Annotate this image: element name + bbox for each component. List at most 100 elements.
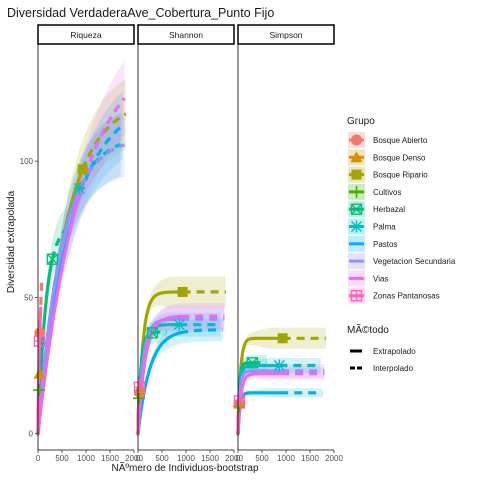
legend-title-grupo: Grupo — [347, 116, 375, 127]
line-interp-riqueza-vegetacion-secundaria — [36, 184, 83, 436]
y-tick-label-100: 100 — [20, 157, 34, 166]
point-shannon-zonas-pantanosas — [133, 381, 146, 394]
point-riqueza-bosque-denso — [33, 367, 46, 379]
x-tick-label-shannon-1500: 1500 — [201, 454, 219, 463]
legend-item-bosque-abierto: Bosque Abierto — [348, 132, 428, 148]
x-tick-label-riqueza-1500: 1500 — [101, 454, 119, 463]
line-extrap-riqueza-vegetacion-secundaria — [79, 143, 125, 187]
legend-item-herbazal: Herbazal — [348, 201, 405, 218]
legend-item-zonas-pantanosas: Zonas Pantanosas — [348, 287, 440, 304]
x-tick-label-simpson-1000: 1000 — [277, 454, 295, 463]
legend-label-bosque-abierto: Bosque Abierto — [373, 136, 428, 145]
legend-item-vias: Vias — [348, 270, 388, 287]
x-tick-label-simpson-500: 500 — [255, 454, 269, 463]
ribbon-riqueza-bosque-ripario — [38, 78, 126, 435]
strip-riqueza — [37, 24, 135, 45]
point-riqueza-zonas-pantanosas — [33, 335, 46, 347]
legend-item-extrapolado: Extrapolado — [350, 347, 416, 356]
ribbon-riqueza-vias — [38, 61, 125, 435]
ribbon-riqueza-pastos — [38, 91, 123, 435]
point-riqueza-cultivos — [32, 384, 45, 397]
point-simpson-palma — [273, 359, 286, 372]
line-extrap-shannon-herbazal — [152, 330, 167, 335]
strip-shannon — [137, 24, 235, 45]
legend-key-shape-zonas-pantanosas — [350, 290, 363, 302]
legend-item-bosque-ripario: Bosque Ripario — [348, 166, 428, 183]
line-interp-simpson-vias — [236, 372, 283, 436]
y-tick-label-0: 0 — [29, 430, 34, 439]
line-interp-simpson-bosque-ripario — [236, 336, 285, 436]
y-axis: 0 50 100 — [20, 157, 38, 439]
legend-key-shape-bosque-denso — [350, 151, 363, 163]
ribbon-simpson-vias — [238, 367, 325, 435]
legend-item-bosque-denso: Bosque Denso — [348, 149, 426, 166]
panel-simpson: Simpson 0 500 1000 1500 2000 — [232, 24, 343, 463]
strip-label-riqueza: Riqueza — [70, 30, 101, 40]
x-tick-label-shannon-2000: 2000 — [225, 454, 243, 463]
x-tick-label-riqueza-1000: 1000 — [77, 454, 95, 463]
line-interp-simpson-vegetacion-secundaria — [236, 369, 283, 436]
point-riqueza-bosque-ripario — [77, 164, 88, 175]
point-simpson-zonas-pantanosas — [233, 395, 246, 407]
x-tick-label-simpson-1500: 1500 — [301, 454, 319, 463]
legend-key-shape-bosque-abierto — [351, 134, 362, 146]
legend-label-herbazal: Herbazal — [373, 205, 405, 214]
legend-metodo: Extrapolado Interpolado — [350, 347, 416, 373]
y-tick-label-50: 50 — [24, 293, 33, 302]
line-extrap-riqueza-zonas-pantanosas — [37, 306, 43, 342]
legend-item-palma: Palma — [348, 218, 396, 235]
line-extrap-riqueza-pastos — [78, 124, 124, 195]
point-simpson-bosque-ripario — [277, 333, 288, 344]
legend-groups: Bosque Abierto Bosque Denso Bosque Ripario… — [348, 132, 456, 304]
ribbon-riqueza-bosque-abierto — [38, 264, 42, 435]
line-interp-simpson-palma — [236, 363, 281, 436]
x-tick-label-riqueza-500: 500 — [55, 454, 69, 463]
ribbon-simpson-bosque-ripario — [238, 327, 326, 435]
legend-key-shape-herbazal — [350, 203, 363, 215]
x-tick-label-shannon-500: 500 — [155, 454, 169, 463]
legend-label-zonas-pantanosas: Zonas Pantanosas — [373, 292, 440, 301]
legend-label-palma: Palma — [373, 223, 396, 232]
panel-riqueza: Riqueza 0 500 1000 1500 2000 — [32, 24, 143, 463]
x-tick-label-simpson-2000: 2000 — [325, 454, 343, 463]
legend-label-extrapolado: Extrapolado — [373, 347, 416, 356]
legend-item-cultivos: Cultivos — [348, 183, 401, 200]
chart-title: Diversidad VerdaderaAve_Cobertura_Punto … — [7, 6, 274, 20]
line-extrap-riqueza-bosque-abierto — [38, 281, 44, 333]
line-interp-riqueza-herbazal — [36, 257, 55, 436]
line-interp-riqueza-vias — [36, 186, 83, 436]
legend-label-vegetacion-secundaria: Vegetacion Secundaria — [373, 257, 456, 266]
line-interp-shannon-bosque-ripario — [136, 290, 185, 436]
ribbon-simpson-herbazal — [238, 355, 267, 435]
legend-key-shape-palma — [350, 220, 363, 233]
x-tick-label-shannon-1000: 1000 — [177, 454, 195, 463]
ribbon-shannon-herbazal — [138, 321, 167, 435]
legend-label-cultivos: Cultivos — [373, 188, 401, 197]
legend-item-vegetacion-secundaria: Vegetacion Secundaria — [348, 253, 456, 270]
line-extrap-riqueza-vias — [79, 97, 126, 189]
point-shannon-palma — [173, 318, 186, 331]
point-simpson-herbazal — [246, 357, 259, 369]
line-interp-shannon-vias — [136, 314, 183, 436]
panel-shannon: Shannon 0 500 1000 1500 2000 — [132, 24, 243, 463]
point-riqueza-herbazal — [46, 253, 59, 265]
legend-label-bosque-ripario: Bosque Ripario — [373, 171, 428, 180]
point-riqueza-palma — [73, 182, 86, 195]
facet-panels: Riqueza 0 500 1000 1500 2000 Shannon 0 500 1000 15… — [32, 24, 343, 463]
legend-item-interpolado: Interpolado — [350, 364, 414, 373]
line-interp-simpson-pastos — [236, 391, 282, 436]
x-axis-label: NÃºmero de Individuos-bootstrap — [111, 461, 258, 474]
y-axis-label: Diversidad extrapolada — [6, 190, 17, 293]
legend-title-metodo: MÃ©todo — [347, 323, 389, 336]
legend-label-pastos: Pastos — [373, 240, 397, 249]
legend-key-shape-cultivos — [350, 185, 363, 198]
strip-simpson — [237, 24, 335, 45]
point-shannon-cultivos — [132, 392, 145, 405]
legend-item-pastos: Pastos — [348, 235, 397, 252]
ribbon-simpson-pastos — [238, 388, 323, 435]
legend-key-shape-bosque-ripario — [351, 169, 362, 180]
x-tick-label-riqueza-0: 0 — [36, 454, 41, 463]
legend-label-interpolado: Interpolado — [373, 364, 414, 373]
legend-label-bosque-denso: Bosque Denso — [373, 153, 426, 162]
